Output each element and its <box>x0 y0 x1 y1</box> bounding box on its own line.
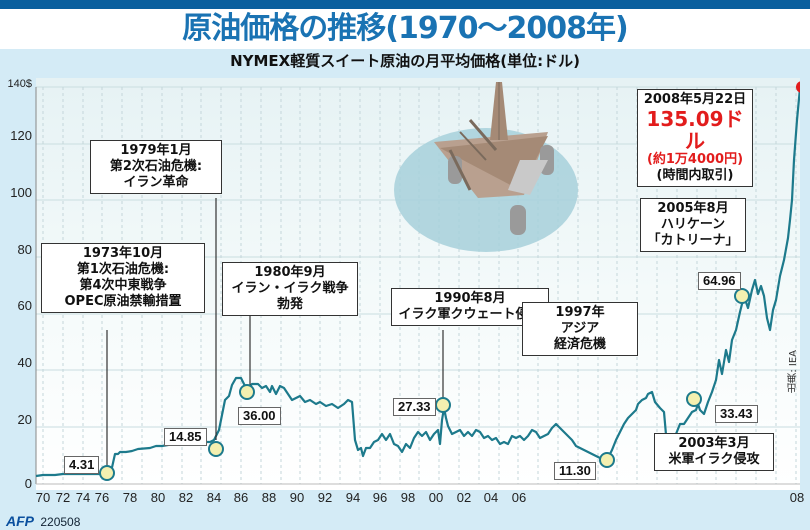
annotation-text: 勃発 <box>276 297 303 312</box>
x-tick: 86 <box>233 490 249 505</box>
leader-lines <box>106 198 444 472</box>
annotation-oil-shock-2: 1979年1月 第2次石油危機: イラン革命 <box>90 140 222 194</box>
footer-code: 220508 <box>40 515 81 529</box>
afp-logo: AFP <box>6 513 34 529</box>
x-tick: 92 <box>317 490 333 505</box>
source-credit: 出典: IEA <box>788 350 799 393</box>
value-label: 36.00 <box>238 407 281 425</box>
y-tick: 40 <box>17 355 32 370</box>
annotation-text: 第4次中東戦争 <box>79 278 167 293</box>
x-tick: 78 <box>122 490 138 505</box>
annotation-date: 1973年10月 <box>82 246 164 261</box>
annotation-text: イラン・イラク戦争 <box>231 281 349 296</box>
y-tick: 140$ <box>7 78 32 90</box>
value-label: 33.43 <box>715 405 758 423</box>
annotation-text: 第1次石油危機: <box>76 262 170 277</box>
x-tick: 76 <box>94 490 110 505</box>
x-tick: 90 <box>289 490 305 505</box>
chart-subtitle: NYMEX軽質スイート原油の月平均価格(単位:ドル) <box>230 52 580 70</box>
annotation-date: 2005年8月 <box>657 201 729 216</box>
value-label: 4.31 <box>64 456 100 474</box>
y-tick: 60 <box>17 298 32 313</box>
peak-price-yen: (約1万4000円) <box>646 152 744 167</box>
annotation-date: 1980年9月 <box>254 265 326 280</box>
chart-title: 原油価格の推移(1970〜2008年) <box>182 11 628 46</box>
x-tick: 98 <box>400 490 416 505</box>
oil-rig-illustration <box>394 82 578 252</box>
top-bar <box>0 0 810 9</box>
x-tick: 84 <box>206 490 222 505</box>
x-tick: 96 <box>372 490 388 505</box>
highlight-markers <box>99 288 750 481</box>
value-label: 27.33 <box>393 398 436 416</box>
annotation-katrina: 2005年8月 ハリケーン 「カトリーナ」 <box>640 198 746 252</box>
annotation-date: 1979年1月 <box>120 143 192 158</box>
annotation-text: イラン革命 <box>123 175 189 190</box>
y-tick: 100 <box>10 185 32 200</box>
annotation-date: 2008年5月22日 <box>643 92 747 107</box>
x-tick: 06 <box>511 490 527 505</box>
y-tick: 80 <box>17 242 32 257</box>
annotation-peak: 2008年5月22日 135.09ドル (約1万4000円) (時間内取引) <box>637 89 753 187</box>
annotation-text: 第2次石油危機: <box>109 159 203 174</box>
x-tick: 04 <box>483 490 499 505</box>
annotation-text: (時間内取引) <box>656 168 734 183</box>
annotation-text: アジア <box>560 321 600 336</box>
annotation-oil-shock-1: 1973年10月 第1次石油危機: 第4次中東戦争 OPEC原油禁輸措置 <box>41 243 205 313</box>
x-tick: 00 <box>428 490 444 505</box>
value-label: 64.96 <box>698 272 741 290</box>
x-tick: 72 <box>55 490 71 505</box>
x-tick: 08 <box>789 490 805 505</box>
annotation-date: 1990年8月 <box>434 291 506 306</box>
annotation-date: 2003年3月 <box>678 436 750 451</box>
x-tick: 70 <box>35 490 51 505</box>
value-label: 11.30 <box>554 462 596 480</box>
y-tick: 20 <box>17 412 32 427</box>
x-tick: 88 <box>261 490 277 505</box>
annotation-text: 米軍イラク侵攻 <box>668 452 760 467</box>
annotation-text: 「カトリーナ」 <box>647 233 739 248</box>
x-tick: 94 <box>345 490 361 505</box>
peak-price: 135.09ドル <box>646 107 744 153</box>
annotation-text: OPEC原油禁輸措置 <box>64 294 182 309</box>
x-tick: 80 <box>150 490 166 505</box>
x-tick: 82 <box>178 490 194 505</box>
y-tick: 120 <box>10 128 32 143</box>
annotation-text: ハリケーン <box>660 217 726 232</box>
right-margin <box>800 78 810 490</box>
annotation-text: イラク軍クウェート侵攻 <box>398 307 542 322</box>
x-tick: 74 <box>75 490 91 505</box>
y-tick: 0 <box>24 476 32 491</box>
annotation-asian-crisis: 1997年 アジア 経済危機 <box>522 302 638 356</box>
annotation-iran-iraq-war: 1980年9月 イラン・イラク戦争 勃発 <box>222 262 358 316</box>
value-label: 14.85 <box>164 428 207 446</box>
annotation-text: 経済危機 <box>553 337 606 352</box>
annotation-date: 1997年 <box>555 305 605 320</box>
footer: AFP 220508 <box>6 513 80 529</box>
annotation-iraq-invasion: 2003年3月 米軍イラク侵攻 <box>654 433 774 471</box>
x-tick: 02 <box>456 490 472 505</box>
title-background <box>0 9 810 49</box>
